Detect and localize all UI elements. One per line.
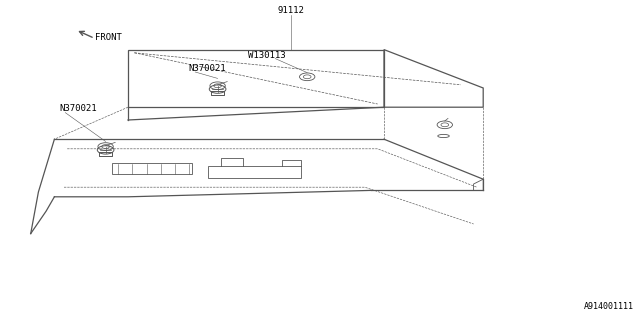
Text: W130113: W130113 <box>248 51 286 60</box>
Text: 91112: 91112 <box>278 6 305 15</box>
Text: FRONT: FRONT <box>95 33 122 42</box>
Text: A914001111: A914001111 <box>584 302 634 311</box>
Text: N370021: N370021 <box>189 64 227 73</box>
Text: N370021: N370021 <box>59 104 97 113</box>
